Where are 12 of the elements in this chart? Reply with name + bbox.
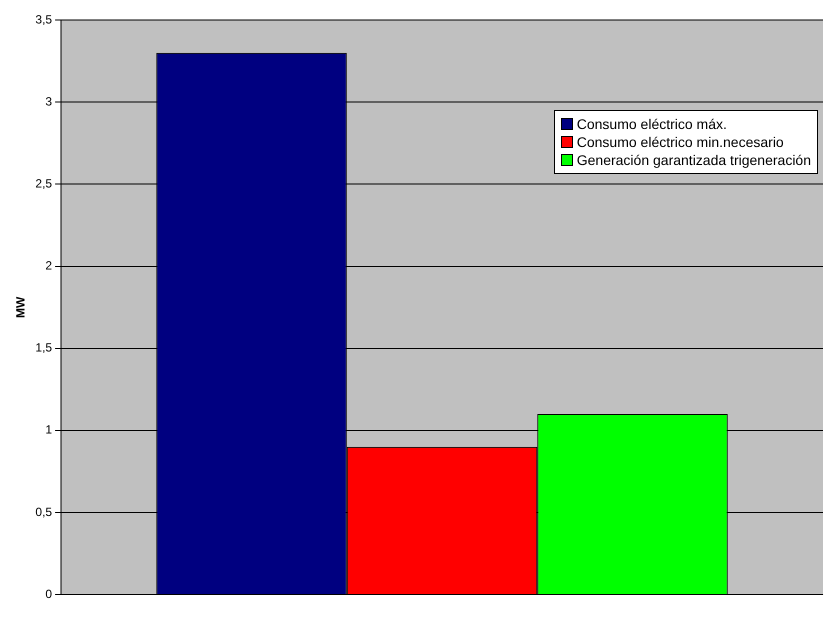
y-axis-title: MW <box>14 296 28 318</box>
y-tick-label: 1,5 <box>35 340 52 355</box>
y-tick-label: 1 <box>45 422 52 437</box>
y-tick-label: 3 <box>45 94 52 108</box>
y-tick-label: 2 <box>45 258 52 273</box>
y-tick-label: 3,5 <box>35 12 52 26</box>
legend-label: Consumo eléctrico máx. <box>576 116 727 132</box>
legend-label: Generación garantizada trigeneración <box>576 152 811 168</box>
y-tick-label: 2,5 <box>35 176 52 190</box>
y-tick-label: 0 <box>45 586 52 601</box>
legend-label: Consumo eléctrico min.necesario <box>576 134 784 150</box>
y-tick-label: 0,5 <box>35 504 52 519</box>
